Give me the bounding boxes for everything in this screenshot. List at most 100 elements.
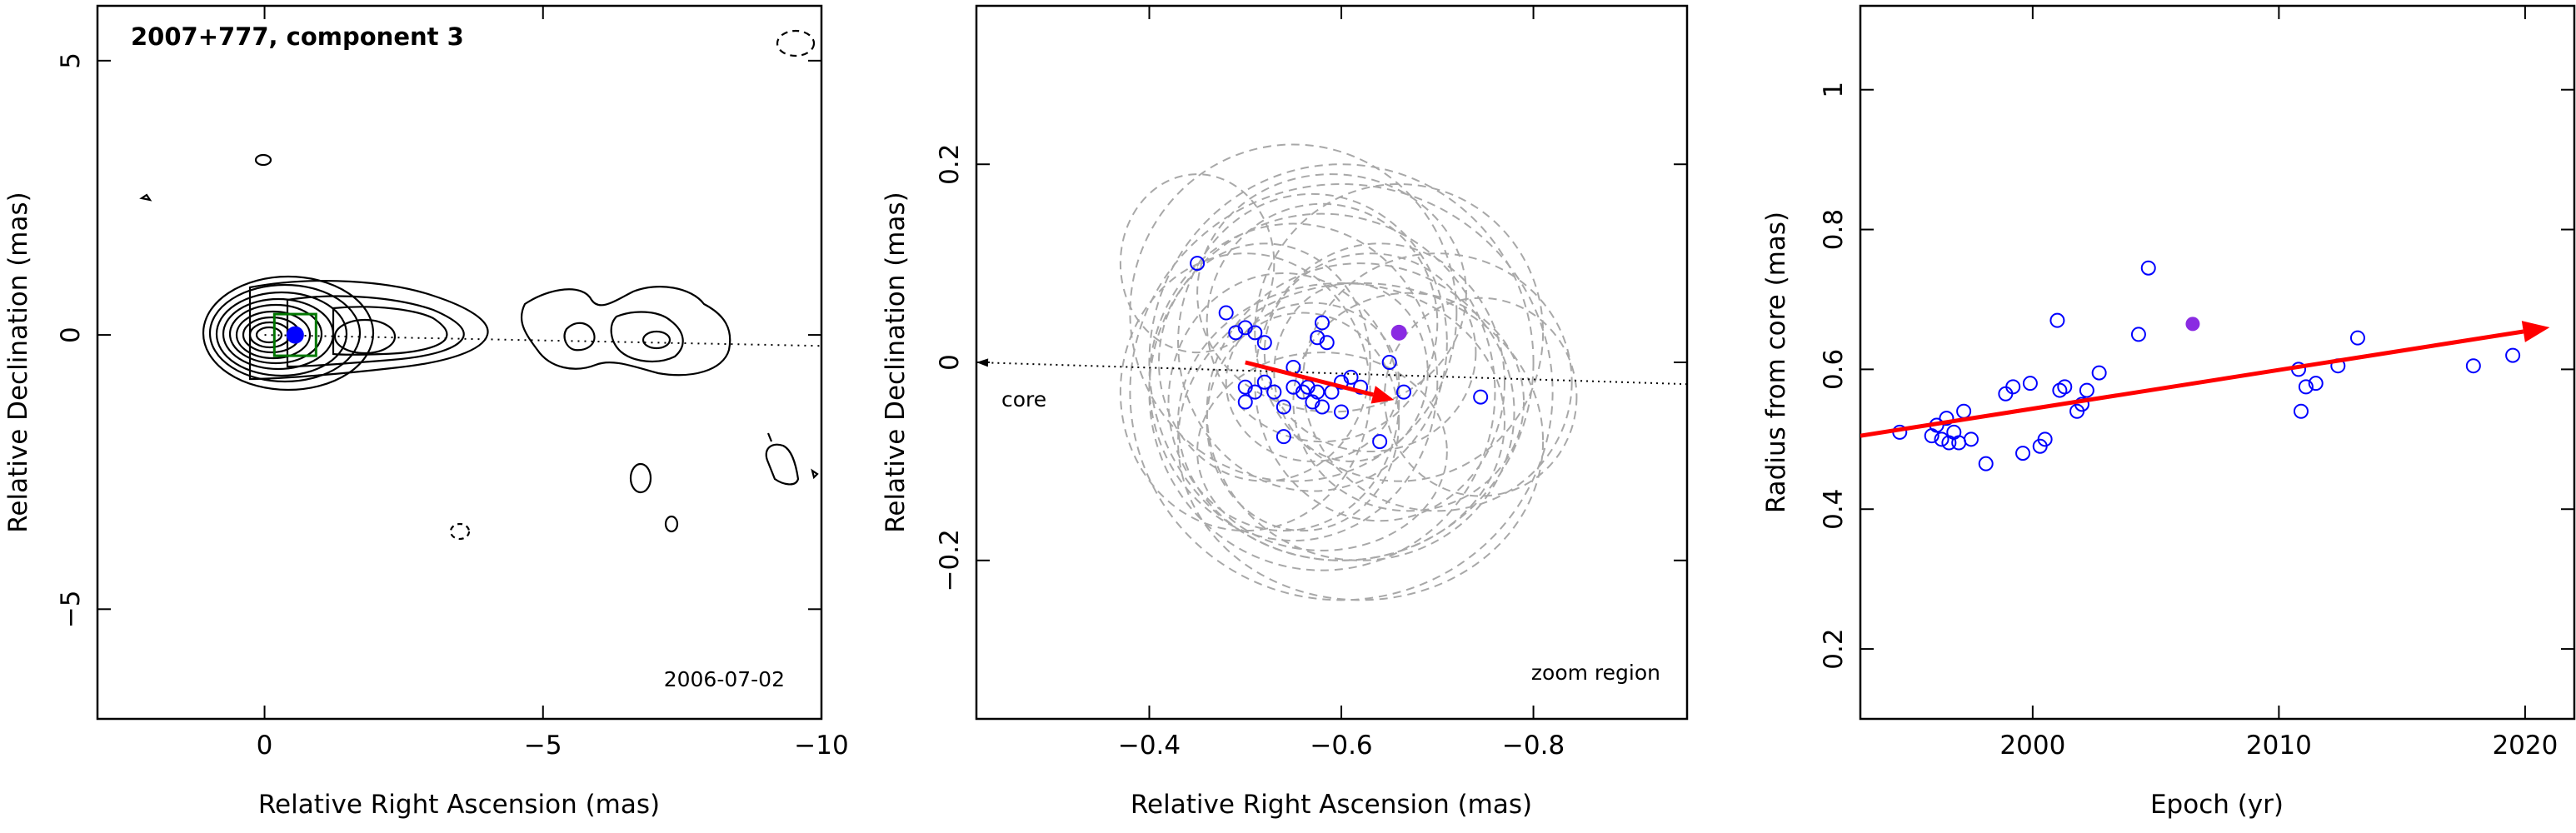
uncertainty-ellipse xyxy=(1177,282,1505,561)
radius-data-point xyxy=(2005,379,2021,395)
uncertainty-ellipse xyxy=(1273,282,1429,462)
zoom-data-point xyxy=(1247,325,1263,341)
zoom-panel: −0.4 −0.6 −0.8 −0.2 0 0.2 core zoom region Re… xyxy=(881,4,1689,820)
radius-y-axis-label: Radius from core (mas) xyxy=(1761,212,1791,513)
radius-x-tick-label: 2000 xyxy=(1999,731,2065,761)
radius-data-point xyxy=(2074,397,2089,412)
zoom-x-tick-label: −0.4 xyxy=(1118,731,1181,761)
core-label: core xyxy=(1001,387,1046,412)
radius-data-point xyxy=(2505,347,2521,363)
motion-arrow xyxy=(1245,360,1374,397)
zoom-data-point xyxy=(1473,389,1489,405)
map-contours xyxy=(139,29,821,541)
radius-data-point xyxy=(2049,312,2065,328)
map-y-axis-label: Relative Declination (mas) xyxy=(3,192,33,533)
zoom-data-point xyxy=(1247,384,1263,400)
uncertainty-ellipse xyxy=(1196,173,1467,413)
radius-y-tick-label: 0.4 xyxy=(1819,489,1849,530)
zoom-data-point xyxy=(1228,325,1244,341)
zoom-data-point xyxy=(1266,384,1282,400)
zoom-data-point xyxy=(1237,394,1253,410)
uncertainty-ellipse xyxy=(1129,143,1458,482)
zoom-data-point xyxy=(1343,369,1359,385)
radius-highlight-point xyxy=(2185,317,2200,332)
uncertainty-ellipse xyxy=(1148,212,1496,571)
radius-data-point xyxy=(2015,446,2031,461)
map-y-tick-label: 5 xyxy=(56,52,86,69)
map-title: 2007+777, component 3 xyxy=(131,22,464,51)
zoom-region-label: zoom region xyxy=(1531,661,1660,685)
radius-data-point xyxy=(1934,431,1949,447)
inner-jet-contours xyxy=(248,280,489,381)
zoom-data-point xyxy=(1256,335,1272,351)
uncertainty-ellipse xyxy=(1254,183,1545,482)
radius-data-point xyxy=(2091,365,2107,381)
uncertainty-ellipse xyxy=(1177,192,1448,492)
zoom-data-point xyxy=(1237,379,1253,395)
zoom-data-point xyxy=(1314,315,1330,331)
isolated-contours xyxy=(139,29,819,541)
uncertainty-ellipse xyxy=(1177,282,1545,601)
radius-data-point xyxy=(2465,358,2481,374)
radius-y-tick-label: 0.2 xyxy=(1819,628,1849,669)
zoom-data-point xyxy=(1305,394,1320,410)
zoom-data-point xyxy=(1237,320,1253,336)
uncertainty-ellipse xyxy=(1263,252,1477,452)
zoom-data-point xyxy=(1334,404,1350,420)
uncertainty-ellipse xyxy=(1292,292,1525,512)
zoom-y-tick-label: 0.2 xyxy=(935,144,965,185)
zoom-data-point xyxy=(1276,399,1291,415)
zoom-x-tick-label: −0.8 xyxy=(1502,731,1565,761)
map-x-axis-label: Relative Right Ascension (mas) xyxy=(258,790,660,820)
zoom-region-box xyxy=(272,312,317,357)
uncertainty-ellipse xyxy=(1148,163,1535,561)
radius-ticks: 2000 2010 2020 0.2 0.4 0.6 0.8 1 xyxy=(1819,6,2574,761)
radius-frame xyxy=(1859,4,2576,721)
zoom-y-tick-label: −0.2 xyxy=(935,529,965,591)
radius-data-point xyxy=(1939,411,1954,426)
uncertainty-ellipse xyxy=(1148,222,1439,541)
radius-data-point xyxy=(2057,379,2073,395)
radius-data-point xyxy=(2079,382,2094,398)
zoom-data-point xyxy=(1300,379,1315,395)
zoom-data-point xyxy=(1190,256,1206,272)
radius-points xyxy=(1892,260,2521,471)
radius-panel: 2000 2010 2020 0.2 0.4 0.6 0.8 1 Epoch (yr) Rad… xyxy=(1761,4,2576,820)
epoch-label: 2006-07-02 xyxy=(664,667,785,691)
radius-data-point xyxy=(1963,431,1979,447)
zoom-x-tick-label: −0.6 xyxy=(1310,731,1372,761)
zoom-data-point xyxy=(1295,384,1310,400)
zoom-data-point xyxy=(1276,429,1291,445)
zoom-data-point xyxy=(1218,305,1234,321)
radius-data-point xyxy=(2293,403,2309,419)
radius-data-point xyxy=(2140,260,2156,276)
zoom-data-point xyxy=(1395,384,1411,400)
zoom-data-point xyxy=(1310,330,1325,346)
map-x-tick-label: −5 xyxy=(524,731,562,761)
radius-data-point xyxy=(2130,327,2146,342)
uncertainty-ellipse xyxy=(1225,302,1400,462)
zoom-y-tick-label: 0 xyxy=(935,354,965,371)
outer-jet-contours xyxy=(521,286,731,377)
radius-data-point xyxy=(2022,376,2038,392)
map-y-tick-label: 0 xyxy=(56,327,86,343)
zoom-frame xyxy=(975,4,1689,721)
zoom-data-point xyxy=(1286,379,1301,395)
uncertainty-ellipse xyxy=(1119,173,1276,354)
radius-y-tick-label: 0.6 xyxy=(1819,349,1849,390)
zoom-x-axis-label: Relative Right Ascension (mas) xyxy=(1131,790,1532,820)
radius-y-tick-label: 0.8 xyxy=(1819,209,1849,250)
zoom-ticks: −0.4 −0.6 −0.8 −0.2 0 0.2 xyxy=(935,6,1687,761)
map-y-tick-label: −5 xyxy=(56,590,86,628)
zoom-data-point xyxy=(1256,374,1272,390)
radius-data-point xyxy=(2298,379,2314,395)
zoom-data-point xyxy=(1372,434,1388,450)
radius-y-tick-label: 1 xyxy=(1819,82,1849,98)
radius-x-tick-label: 2010 xyxy=(2246,731,2312,761)
trend-arrowhead xyxy=(2521,321,2550,342)
zoom-highlight-point xyxy=(1390,324,1407,341)
uncertainty-ellipse xyxy=(1254,242,1505,522)
zoom-data-point xyxy=(1310,384,1325,400)
map-ticks: 0 −5 −10 −5 0 5 xyxy=(56,6,849,761)
